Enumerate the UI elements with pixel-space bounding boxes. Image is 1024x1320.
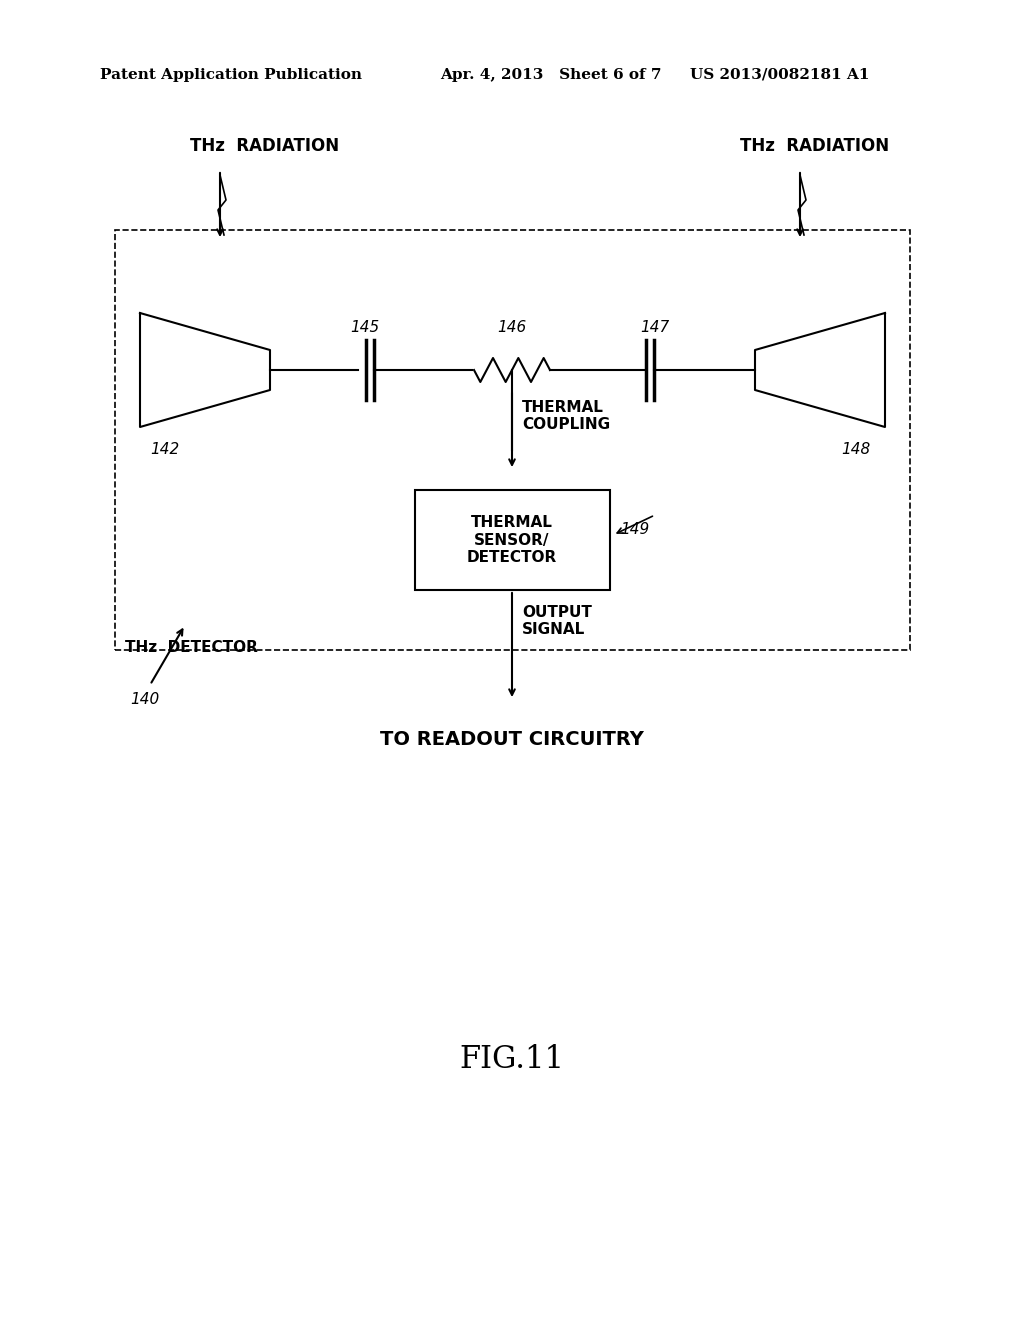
Polygon shape: [755, 313, 885, 426]
Text: 145: 145: [350, 319, 380, 335]
Text: 149: 149: [620, 523, 649, 537]
Text: TO READOUT CIRCUITRY: TO READOUT CIRCUITRY: [380, 730, 644, 748]
Text: THz  RADIATION: THz RADIATION: [190, 137, 339, 154]
Text: Apr. 4, 2013   Sheet 6 of 7: Apr. 4, 2013 Sheet 6 of 7: [440, 69, 662, 82]
Text: OUTPUT
SIGNAL: OUTPUT SIGNAL: [522, 605, 592, 638]
Text: 148: 148: [841, 442, 870, 457]
Polygon shape: [140, 313, 270, 426]
Text: THz  RADIATION: THz RADIATION: [740, 137, 889, 154]
Text: 140: 140: [130, 693, 160, 708]
Text: FIG.11: FIG.11: [460, 1044, 564, 1076]
Bar: [115, 230, 910, 649]
Text: THERMAL
SENSOR/
DETECTOR: THERMAL SENSOR/ DETECTOR: [467, 515, 557, 565]
Text: 146: 146: [498, 319, 526, 335]
Text: THERMAL
COUPLING: THERMAL COUPLING: [522, 400, 610, 433]
Text: 147: 147: [640, 319, 670, 335]
Text: Patent Application Publication: Patent Application Publication: [100, 69, 362, 82]
Text: THz  DETECTOR: THz DETECTOR: [125, 640, 258, 655]
Text: US 2013/0082181 A1: US 2013/0082181 A1: [690, 69, 869, 82]
Text: 142: 142: [150, 442, 179, 457]
Bar: [415, 490, 610, 590]
